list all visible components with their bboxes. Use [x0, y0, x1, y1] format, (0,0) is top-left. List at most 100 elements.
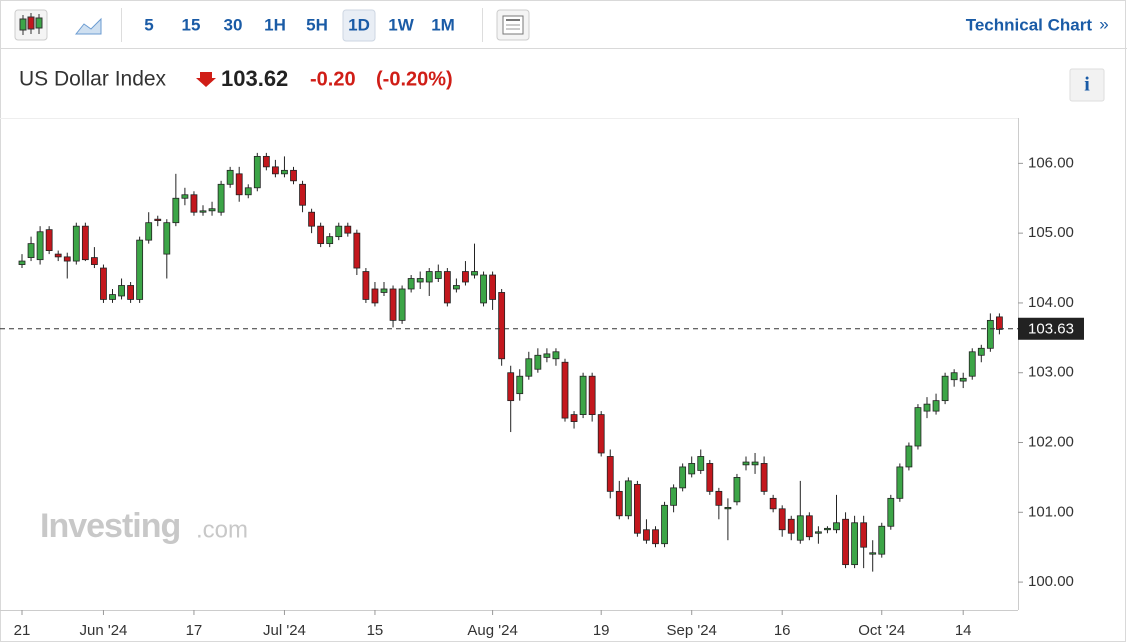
candle-body — [588, 375, 596, 415]
candle-body — [805, 515, 813, 538]
x-tick-label: Jun '24 — [79, 622, 127, 639]
x-tick-label: 16 — [774, 622, 791, 639]
candle-body — [996, 316, 1003, 330]
candle-body — [796, 515, 804, 541]
candle-body — [362, 271, 370, 300]
candle-body — [172, 197, 180, 224]
y-tick-label: 101.00 — [1028, 503, 1074, 520]
candle-body — [507, 372, 515, 402]
candle-body — [36, 231, 44, 261]
price: 103.62 — [221, 66, 288, 91]
interval-button[interactable]: 1H — [264, 15, 286, 34]
candle-body — [353, 232, 361, 269]
info-button[interactable] — [1069, 68, 1105, 102]
candle-body — [561, 361, 569, 419]
candle-body — [145, 222, 153, 241]
candle-body — [100, 267, 107, 300]
candle-body — [697, 456, 705, 471]
interval-button[interactable]: 5 — [144, 15, 153, 34]
candle-body — [281, 169, 288, 175]
candle-body — [18, 260, 26, 265]
candle-body — [434, 271, 442, 279]
candle-body — [624, 480, 632, 517]
candle-body — [787, 518, 795, 534]
interval-button[interactable]: 1M — [431, 15, 455, 34]
candle-body — [778, 508, 786, 531]
interval-group: 5 15 30 1H 5H 1D 1W 1M — [144, 9, 455, 42]
interval-button[interactable]: 30 — [224, 15, 243, 34]
candle-body — [733, 477, 741, 503]
candle-body — [661, 504, 668, 545]
candle-body — [760, 463, 768, 492]
last-price-label: 103.63 — [1028, 321, 1074, 338]
candle-body — [344, 225, 352, 234]
candle-body — [869, 552, 877, 555]
candle-body — [525, 358, 533, 377]
candle-body — [425, 271, 433, 283]
candle-body — [190, 194, 198, 213]
candle-icon[interactable] — [14, 9, 48, 41]
candle-body — [118, 285, 125, 297]
candle-body — [851, 522, 858, 566]
candle-body — [416, 278, 424, 283]
x-tick-label: 17 — [186, 622, 203, 639]
candle-body — [941, 375, 949, 402]
candle-body — [45, 229, 53, 251]
candle-body — [597, 414, 605, 454]
candle-body — [914, 407, 922, 447]
candle-body — [63, 256, 71, 262]
x-tick-label: Jul '24 — [263, 622, 306, 639]
candle-body — [977, 347, 985, 356]
candle-body — [986, 319, 994, 349]
watermark-brand: Investing — [40, 507, 180, 545]
candle-body — [154, 218, 162, 221]
technical-chart-link[interactable]: Technical Chart — [966, 15, 1093, 34]
candle-body — [579, 375, 587, 415]
candle-body — [860, 522, 868, 548]
active-interval-bg — [342, 9, 376, 42]
watermark-suffix: .com — [196, 516, 248, 543]
instrument-title: US Dollar Index — [19, 68, 167, 91]
candle-body — [769, 497, 777, 510]
candle-body — [643, 529, 650, 541]
candle-body — [326, 236, 334, 245]
candle-body — [335, 225, 343, 238]
area-icon[interactable] — [74, 17, 102, 35]
interval-button[interactable]: 1W — [388, 15, 414, 34]
interval-button[interactable]: 5H — [306, 15, 328, 34]
candle-body — [199, 210, 207, 213]
price-change: -0.20 — [310, 68, 356, 90]
icon-body — [35, 17, 43, 29]
down-arrow — [196, 72, 216, 87]
candle-body — [923, 403, 931, 412]
candle-body — [262, 155, 270, 168]
candle-body — [480, 274, 487, 304]
candle-body — [932, 400, 940, 412]
candle-body — [380, 288, 388, 293]
interval-button[interactable]: 15 — [182, 15, 201, 34]
candle-body — [670, 487, 677, 506]
link-arrow[interactable]: » — [1099, 14, 1108, 33]
news-icon[interactable] — [496, 9, 530, 41]
candle-body — [72, 225, 80, 262]
candle-body — [842, 518, 849, 566]
candle-body — [498, 292, 506, 360]
candle-body — [552, 351, 560, 360]
info-label[interactable]: i — [1084, 74, 1090, 96]
candle-body — [163, 222, 171, 255]
candle-body — [452, 285, 460, 290]
candle-body — [299, 183, 306, 206]
candle-body — [217, 183, 225, 213]
candle-body — [724, 507, 732, 510]
x-tick-label: 19 — [593, 622, 610, 639]
candle-body — [950, 372, 958, 381]
candle-body — [824, 527, 831, 531]
candle-body — [751, 461, 759, 466]
interval-button[interactable]: 1D — [348, 15, 370, 34]
candle-body — [462, 271, 469, 283]
candle-body — [968, 351, 976, 377]
y-tick-label: 106.00 — [1028, 154, 1074, 171]
candle-body — [271, 166, 279, 175]
